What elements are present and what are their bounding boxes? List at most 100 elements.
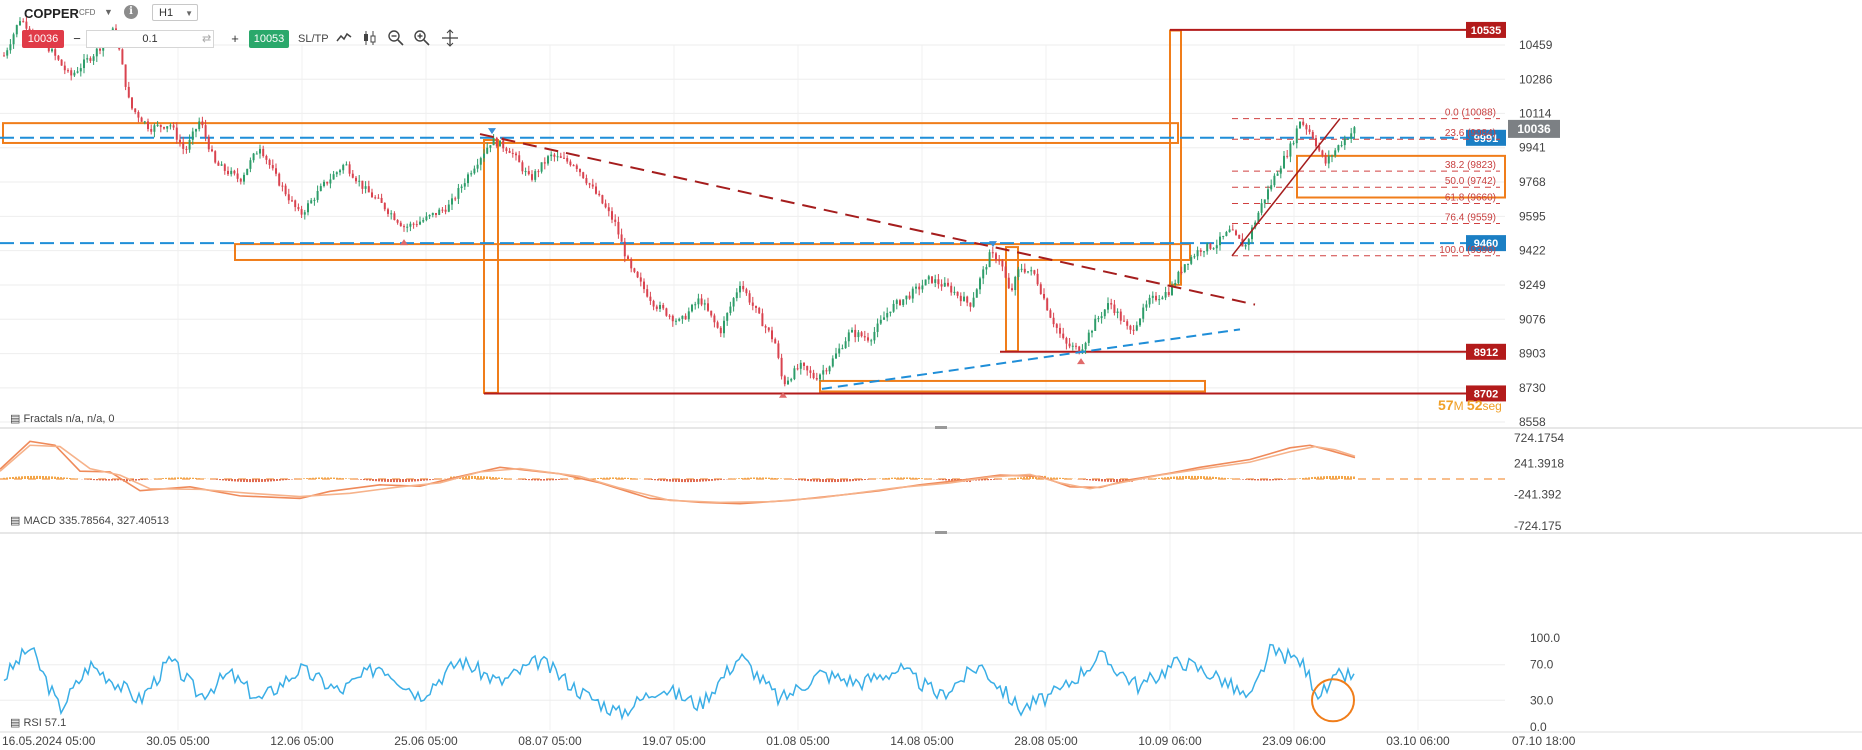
timeframe-select[interactable]: H1 ▼ xyxy=(152,4,198,21)
candle-body xyxy=(735,292,738,299)
candle-body xyxy=(383,202,386,210)
fractals-oscillator-pane: 724.1754 241.3918 -241.392 -724.175 ▤ Fracta… xyxy=(0,413,1564,533)
swap-icon[interactable]: ⇄ xyxy=(202,33,212,45)
candle-body xyxy=(681,315,684,319)
candle-body xyxy=(281,185,284,187)
candle-body xyxy=(243,174,245,182)
drawing-zone-rect[interactable] xyxy=(483,138,499,394)
macd-indicator-label[interactable]: ▤ MACD 335.78564, 327.40513 xyxy=(10,515,169,527)
pane-resize-handle[interactable] xyxy=(935,531,947,534)
volume-increase-button[interactable]: + xyxy=(231,31,239,46)
fibonacci-retracement[interactable]: 0.0 (10088) 23.6 (9984) 38.2 (9823) 50.0 (9… xyxy=(1232,108,1500,257)
time-tick-label: 03.10 06:00 xyxy=(1386,734,1450,748)
drawing-zone-rect[interactable] xyxy=(234,243,1191,261)
candle-body xyxy=(1107,303,1109,310)
rsi-highlight-circle[interactable] xyxy=(1311,678,1355,723)
candle-body xyxy=(652,300,655,307)
candle-body xyxy=(387,209,389,214)
drawing-zone-rect[interactable] xyxy=(2,122,1179,144)
candle-body xyxy=(1273,175,1276,186)
candle-body xyxy=(275,168,277,174)
candle-body xyxy=(15,25,18,35)
zoom-out-icon[interactable] xyxy=(386,28,406,48)
trend-line[interactable] xyxy=(1231,118,1341,257)
candle-body xyxy=(726,312,729,321)
candle-body xyxy=(806,365,809,371)
candle-body xyxy=(57,55,60,60)
candle-body xyxy=(409,223,412,227)
info-icon[interactable]: i xyxy=(124,5,138,19)
candle-body xyxy=(1033,270,1036,274)
candle-body xyxy=(1311,131,1314,139)
candle-body xyxy=(847,332,850,342)
symbol-type: CFD xyxy=(79,8,96,17)
candle-body xyxy=(774,339,777,344)
line-chart-icon[interactable] xyxy=(334,28,354,48)
candle-body xyxy=(780,357,783,377)
candle-body xyxy=(1302,121,1305,125)
candle-body xyxy=(25,21,28,29)
candle-body xyxy=(1283,155,1285,169)
candle-body xyxy=(527,171,530,175)
sl-tp-button[interactable]: SL/TP xyxy=(298,33,329,45)
candle-body xyxy=(620,234,623,242)
time-tick-label: 25.06 05:00 xyxy=(394,734,458,748)
fib-level-label: 61.8 (9660) xyxy=(1445,192,1496,203)
drawing-zone-rect[interactable] xyxy=(1005,246,1019,353)
volume-input[interactable]: 0.1 xyxy=(86,30,214,48)
buy-button[interactable]: 10053 xyxy=(249,30,289,48)
rsi-indicator-label[interactable]: ▤ RSI 57.1 xyxy=(10,717,66,729)
candle-body xyxy=(1260,203,1263,213)
candle-body xyxy=(751,302,754,306)
drawing-zone-rect[interactable] xyxy=(819,379,1206,393)
candle-body xyxy=(534,171,537,180)
candle-body xyxy=(1119,311,1122,321)
candle-body xyxy=(236,173,239,179)
candle-body xyxy=(1126,321,1129,326)
price-tick-label: 9249 xyxy=(1519,278,1546,292)
candle-body xyxy=(895,300,898,304)
candle-body xyxy=(220,164,223,166)
candlestick-icon[interactable] xyxy=(360,28,380,48)
candle-body xyxy=(1027,271,1029,273)
candle-body xyxy=(457,188,460,199)
sell-button[interactable]: 10036 xyxy=(22,30,64,48)
fractals-indicator-label[interactable]: ▤ Fractals n/a, n/a, 0 xyxy=(10,413,115,425)
candle-body xyxy=(966,296,969,303)
candle-body xyxy=(643,281,645,290)
candle-body xyxy=(297,207,300,210)
candle-body xyxy=(1011,288,1013,291)
drawing-zones[interactable] xyxy=(2,29,1506,394)
candle-body xyxy=(156,124,159,126)
drawing-zone-rect[interactable] xyxy=(1296,154,1506,199)
candle-body xyxy=(563,157,565,159)
candle-body xyxy=(716,322,719,328)
crosshair-icon[interactable] xyxy=(440,28,460,48)
time-tick-label: 12.06 05:00 xyxy=(270,734,334,748)
symbol-dropdown-icon[interactable]: ▼ xyxy=(104,7,113,17)
drawing-zone-rect[interactable] xyxy=(1169,29,1182,286)
rsi-tick-label: 100.0 xyxy=(1530,631,1560,645)
candle-body xyxy=(150,129,153,132)
trend-line[interactable] xyxy=(479,133,1256,306)
candle-body xyxy=(19,21,21,26)
volume-decrease-button[interactable]: − xyxy=(73,31,81,46)
zoom-in-icon[interactable] xyxy=(412,28,432,48)
level-label-box xyxy=(1466,21,1506,38)
candle-body xyxy=(918,286,921,290)
candle-body xyxy=(1043,293,1045,299)
trend-lines[interactable] xyxy=(479,118,1341,390)
pane-resize-handle[interactable] xyxy=(935,426,947,429)
level-label-box xyxy=(1466,129,1506,146)
candle-body xyxy=(51,49,53,52)
candle-body xyxy=(559,156,562,158)
symbol-name[interactable]: COPPER xyxy=(24,6,79,21)
candle-body xyxy=(127,86,130,98)
trend-line[interactable] xyxy=(821,328,1241,390)
price-tick-label: 9941 xyxy=(1519,141,1546,155)
candle-body xyxy=(710,310,713,316)
candle-body xyxy=(675,320,677,322)
candle-body xyxy=(627,256,629,259)
